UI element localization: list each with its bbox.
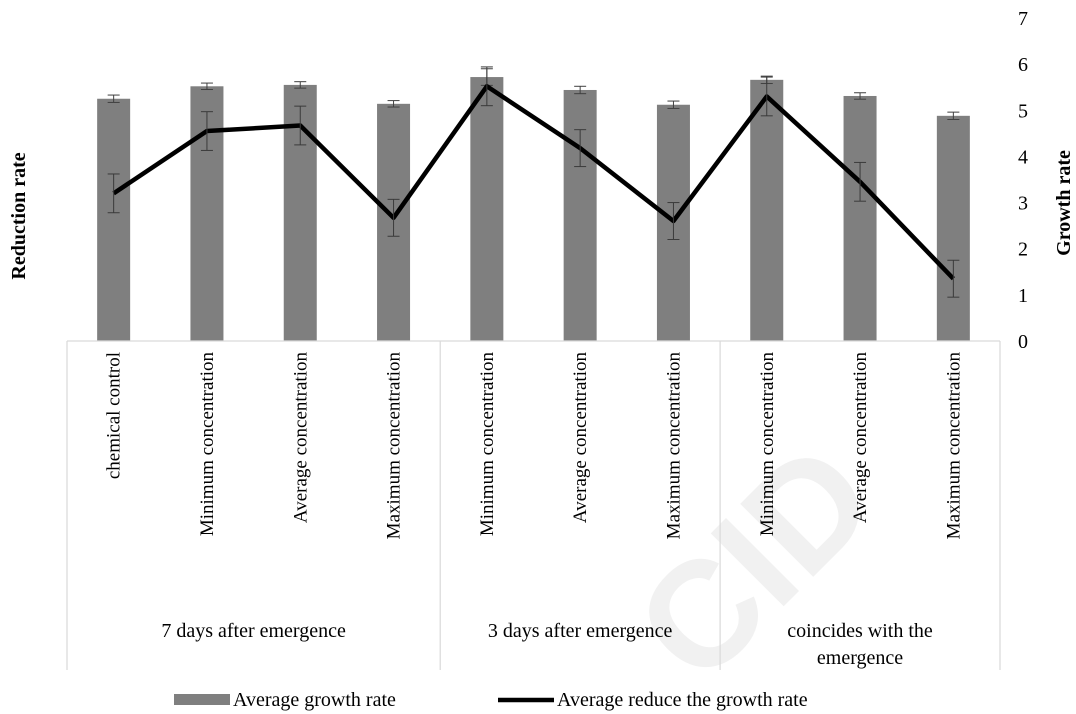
line-layer — [112, 84, 955, 281]
right-tick-label: 4 — [1018, 146, 1028, 168]
right-tick-label: 1 — [1018, 285, 1028, 307]
group-labels: 7 days after emergence 3 days after emerg… — [161, 620, 933, 669]
bar — [97, 98, 131, 341]
category-label: Minimum concentration — [197, 352, 218, 537]
bar — [843, 95, 877, 341]
bar — [750, 79, 784, 342]
category-labels: chemical control Minimum concentration Ave… — [104, 352, 965, 540]
category-label: Maximum concentration — [943, 352, 964, 540]
bar — [563, 89, 597, 342]
right-axis-ticks: 0 1 2 3 4 5 6 7 — [1018, 8, 1028, 353]
group-label-line: emergence — [817, 647, 903, 669]
legend-line-label: Average reduce the growth rate — [557, 689, 808, 711]
group-label-line: coincides with the — [787, 620, 933, 642]
category-label: Average concentration — [850, 352, 871, 524]
category-label: Minimum concentration — [477, 352, 498, 537]
left-axis-title: Reduction rate — [8, 152, 30, 279]
bar-error-bars — [107, 68, 960, 121]
category-label: Average concentration — [570, 352, 591, 524]
reduction-line — [112, 84, 955, 281]
right-tick-label: 6 — [1018, 54, 1028, 76]
group-label-line: 3 days after emergence — [488, 620, 673, 642]
group-label: 3 days after emergence — [488, 620, 673, 642]
category-label: Maximum concentration — [384, 352, 405, 540]
right-tick-label: 0 — [1018, 331, 1028, 353]
legend-bar-label: Average growth rate — [233, 689, 396, 711]
line-error-bars — [107, 66, 960, 298]
group-label: 7 days after emergence — [161, 620, 346, 642]
group-label-line: 7 days after emergence — [161, 620, 346, 642]
right-tick-label: 5 — [1018, 100, 1028, 122]
category-frame — [66, 341, 1001, 670]
category-label: Average concentration — [290, 352, 311, 524]
category-label: Maximum concentration — [663, 352, 684, 540]
category-label: chemical control — [104, 352, 125, 479]
legend-bar-swatch — [174, 694, 230, 705]
right-tick-label: 2 — [1018, 239, 1028, 261]
right-tick-label: 3 — [1018, 193, 1028, 215]
legend: Average growth rate Average reduce the g… — [174, 689, 808, 711]
bar — [936, 115, 970, 341]
category-label: Minimum concentration — [757, 352, 778, 537]
group-label: coincides with the emergence — [787, 620, 933, 669]
right-axis-title: Growth rate — [1053, 150, 1075, 256]
right-tick-label: 7 — [1018, 8, 1028, 30]
bar — [470, 77, 504, 341]
